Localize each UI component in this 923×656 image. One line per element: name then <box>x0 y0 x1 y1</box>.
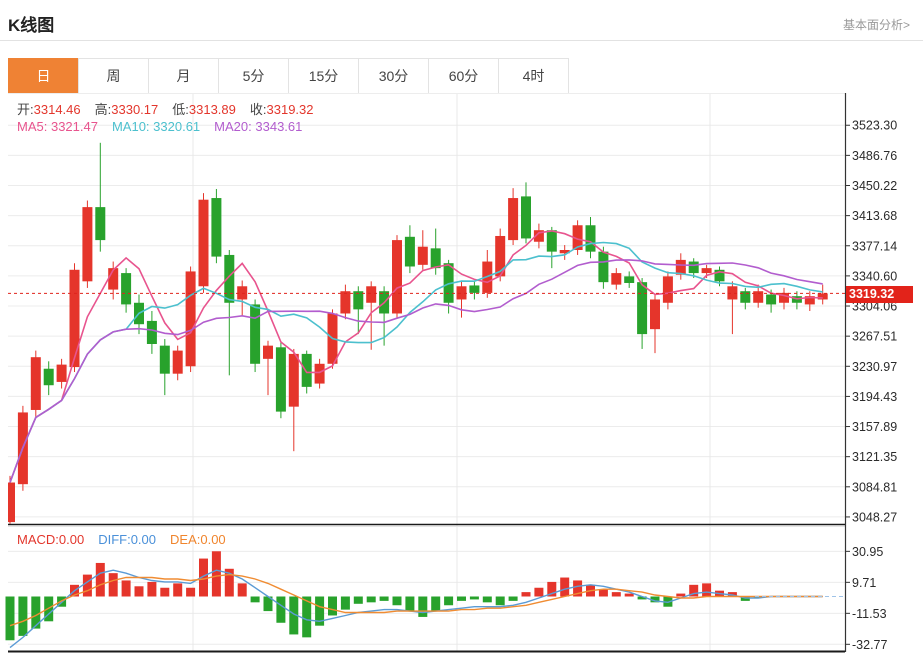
candlestick-series <box>8 142 828 524</box>
y-axis-label: 3267.51 <box>852 330 897 344</box>
current-price-badge: 3319.32 <box>846 286 913 303</box>
tab-日[interactable]: 日 <box>8 58 79 94</box>
dea-line <box>9 573 823 627</box>
ohlc-row: 开:3314.46 高:3330.17 低:3313.89 收:3319.32 <box>17 99 314 118</box>
diff-readout: DIFF:0.00 <box>98 532 157 547</box>
y-axis-label: 3304.06 <box>852 300 897 314</box>
y-axis-label: 3194.43 <box>852 390 897 404</box>
high-readout: 高:3330.17 <box>94 102 159 117</box>
macd-row: MACD:0.00 DIFF:0.00 DEA:0.00 <box>17 532 226 547</box>
ma5-line <box>9 230 823 483</box>
ma20-readout: MA20: 3343.61 <box>214 119 303 134</box>
tab-月[interactable]: 月 <box>148 58 219 94</box>
tab-strip: 日周月 5分 15分 30分 60分 4时 <box>8 58 569 94</box>
page-header: K线图 基本面分析> <box>0 0 923 41</box>
y-axis-label: 3340.60 <box>852 269 897 283</box>
diff-line <box>9 569 823 649</box>
y-axis-label: 3121.35 <box>852 450 897 464</box>
ma10-readout: MA10: 3320.61 <box>111 119 201 134</box>
ma10-line <box>9 241 823 483</box>
ma-row: MA5: 3321.47 MA10: 3320.61 MA20: 3343.61 <box>17 119 302 134</box>
macd-histogram <box>5 551 763 641</box>
ma5-readout: MA5: 3321.47 <box>17 119 98 134</box>
tab-60分[interactable]: 60分 <box>428 58 499 94</box>
fundamental-analysis-link[interactable]: 基本面分析> <box>842 18 910 32</box>
y-axis-label: 3230.97 <box>852 360 897 374</box>
y-axis-label: 3157.89 <box>852 420 897 434</box>
y-axis-label: 3084.81 <box>852 480 897 494</box>
y-axis-label: 3486.76 <box>852 149 897 163</box>
y-axis-label: -11.53 <box>852 607 887 621</box>
y-axis-label: 3048.27 <box>852 510 897 524</box>
y-axis-label: 9.71 <box>852 576 876 590</box>
y-axis-label: 3523.30 <box>852 119 897 133</box>
ma20-line <box>9 259 823 483</box>
tab-15分[interactable]: 15分 <box>288 58 359 94</box>
low-readout: 低:3313.89 <box>172 102 236 117</box>
tab-5分[interactable]: 5分 <box>218 58 289 94</box>
dea-readout: DEA:0.00 <box>170 532 226 547</box>
tab-30分[interactable]: 30分 <box>358 58 429 94</box>
close-readout: 收:3319.32 <box>249 102 314 117</box>
y-axis-label: 3413.68 <box>852 209 897 223</box>
y-axis-label: -32.77 <box>852 638 887 652</box>
open-readout: 开:3314.46 <box>17 102 81 117</box>
y-axis-label: 3450.22 <box>852 179 897 193</box>
macd-readout: MACD:0.00 <box>17 532 85 547</box>
y-axis-label: 30.95 <box>852 545 883 559</box>
y-axis-label: 3377.14 <box>852 239 897 253</box>
page-title: K线图 <box>8 16 55 35</box>
